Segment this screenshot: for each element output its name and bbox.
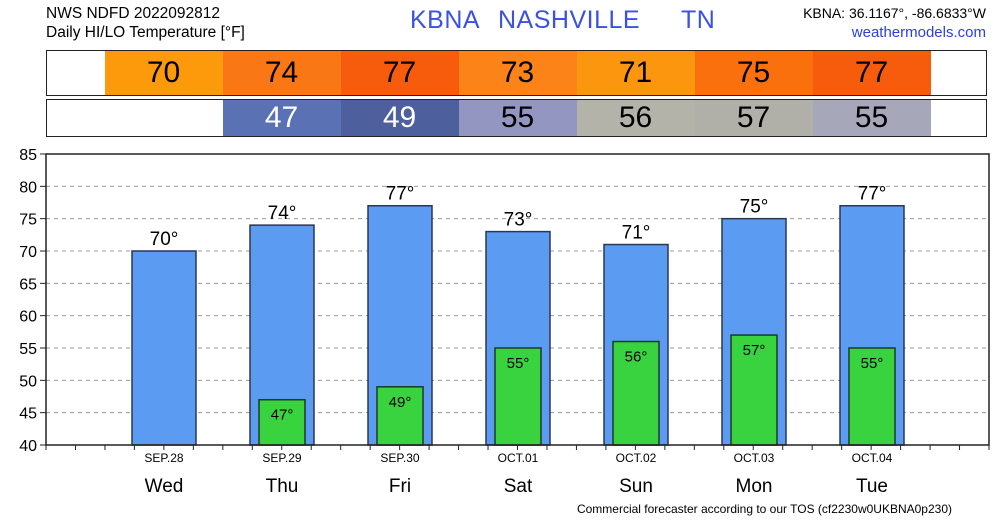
hi-temp-cell: 74 xyxy=(222,51,341,95)
footer-note: Commercial forecaster according to our T… xyxy=(576,502,952,516)
hi-temp-data-label: 77° xyxy=(386,184,415,205)
date-tick-label: OCT.02 xyxy=(616,451,657,465)
day-tick-label: Sat xyxy=(504,476,533,497)
day-tick-label: Fri xyxy=(389,476,411,497)
lo-temp-data-label: 57° xyxy=(743,342,766,359)
product-label: Daily HI/LO Temperature [°F] xyxy=(46,24,245,41)
header-left: NWS NDFD 2022092812 Daily HI/LO Temperat… xyxy=(46,4,245,42)
station-code: KBNA xyxy=(410,6,481,34)
lo-temp-bar xyxy=(730,334,778,446)
lo-temp-data-label: 47° xyxy=(271,407,294,424)
hi-temp-cell: 71 xyxy=(576,51,695,95)
site-link[interactable]: weathermodels.com xyxy=(851,24,986,41)
hi-temp-cell: 73 xyxy=(458,51,577,95)
lo-temp-data-label: 49° xyxy=(389,394,412,411)
header-right: KBNA: 36.1167°, -86.6833°W weathermodels… xyxy=(803,4,986,42)
station-coords: KBNA: 36.1167°, -86.6833°W xyxy=(803,5,986,21)
lo-temp-cell: 55 xyxy=(458,100,577,136)
date-tick-label: SEP.30 xyxy=(380,451,419,465)
y-tick-label: 55 xyxy=(19,341,37,358)
hi-temp-data-label: 74° xyxy=(268,203,297,224)
city-name: NASHVILLE xyxy=(498,6,641,34)
hi-temp-data-label: 75° xyxy=(740,197,769,218)
hi-temp-cell: 75 xyxy=(694,51,813,95)
lo-temp-bar xyxy=(494,347,542,446)
y-tick-label: 40 xyxy=(19,438,37,455)
hi-temp-data-label: 71° xyxy=(622,223,651,244)
lo-temp-data-label: 56° xyxy=(625,349,648,366)
lo-temp-cell: 55 xyxy=(812,100,931,136)
date-tick-label: OCT.01 xyxy=(498,451,539,465)
lo-temp-strip: 47 49 55 56 57 55 xyxy=(46,99,987,137)
model-run-label: NWS NDFD 2022092812 xyxy=(46,5,221,22)
y-tick-label: 45 xyxy=(19,406,37,423)
lo-temp-cell: 57 xyxy=(694,100,813,136)
hi-temp-cell: 77 xyxy=(340,51,459,95)
day-tick-label: Thu xyxy=(266,476,299,497)
lo-temp-cell: 56 xyxy=(576,100,695,136)
y-tick-label: 65 xyxy=(19,276,37,293)
y-tick-label: 75 xyxy=(19,212,37,229)
lo-temp-bar xyxy=(376,386,424,446)
hi-temp-cell: 70 xyxy=(104,51,223,95)
hi-temp-bar xyxy=(131,250,197,446)
y-tick-label: 50 xyxy=(19,373,37,390)
y-tick-label: 70 xyxy=(19,244,37,261)
day-tick-label: Sun xyxy=(619,476,653,497)
date-tick-label: OCT.03 xyxy=(734,451,775,465)
state-code: TN xyxy=(681,6,716,34)
date-tick-label: OCT.04 xyxy=(852,451,893,465)
day-tick-label: Tue xyxy=(856,476,888,497)
hi-temp-data-label: 73° xyxy=(504,210,533,231)
y-tick-label: 85 xyxy=(19,147,37,164)
lo-temp-cell: 49 xyxy=(340,100,459,136)
hi-temp-strip: 70 74 77 73 71 75 77 xyxy=(46,50,987,96)
lo-temp-data-label: 55° xyxy=(507,355,530,372)
day-tick-label: Mon xyxy=(736,476,773,497)
hi-temp-data-label: 70° xyxy=(150,229,179,250)
date-tick-label: SEP.29 xyxy=(262,451,301,465)
hi-temp-cell: 77 xyxy=(812,51,931,95)
hi-temp-data-label: 77° xyxy=(858,184,887,205)
lo-temp-data-label: 55° xyxy=(861,355,884,372)
lo-temp-cell xyxy=(104,100,223,136)
day-tick-label: Wed xyxy=(145,476,184,497)
temperature-bar-chart: 40 45 50 55 60 65 70 75 80 85 70° SEP.28 Wed 74° 47° SE… xyxy=(19,147,990,497)
lo-temp-bar xyxy=(848,347,896,446)
lo-temp-bar xyxy=(612,340,660,446)
y-tick-label: 60 xyxy=(19,309,37,326)
y-tick-label: 80 xyxy=(19,179,37,196)
date-tick-label: SEP.28 xyxy=(144,451,183,465)
plot-frame xyxy=(45,153,990,446)
lo-temp-cell: 47 xyxy=(222,100,341,136)
